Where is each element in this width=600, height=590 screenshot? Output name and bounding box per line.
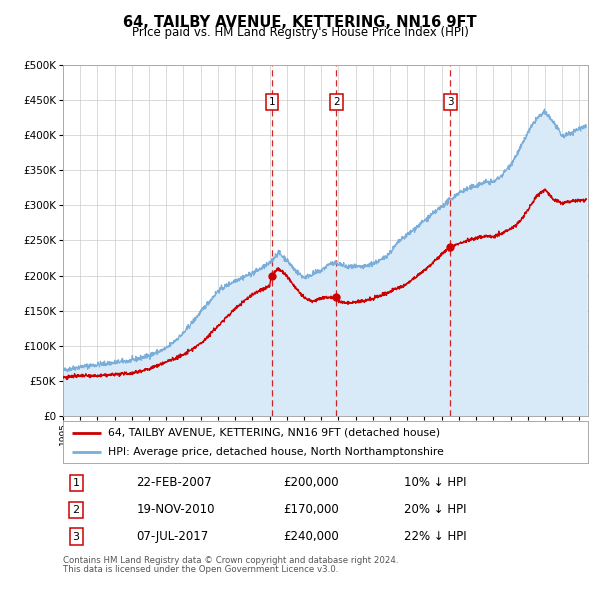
Text: 3: 3 (73, 532, 80, 542)
Text: 22-FEB-2007: 22-FEB-2007 (137, 477, 212, 490)
Text: £240,000: £240,000 (284, 530, 339, 543)
Text: 3: 3 (447, 97, 454, 107)
Text: 10% ↓ HPI: 10% ↓ HPI (404, 477, 467, 490)
Text: £200,000: £200,000 (284, 477, 339, 490)
Text: 64, TAILBY AVENUE, KETTERING, NN16 9FT (detached house): 64, TAILBY AVENUE, KETTERING, NN16 9FT (… (107, 428, 440, 438)
Text: 19-NOV-2010: 19-NOV-2010 (137, 503, 215, 516)
Text: HPI: Average price, detached house, North Northamptonshire: HPI: Average price, detached house, Nort… (107, 447, 443, 457)
Text: £170,000: £170,000 (284, 503, 339, 516)
Text: 2: 2 (333, 97, 340, 107)
Text: 22% ↓ HPI: 22% ↓ HPI (404, 530, 467, 543)
Text: This data is licensed under the Open Government Licence v3.0.: This data is licensed under the Open Gov… (63, 565, 338, 573)
Text: 07-JUL-2017: 07-JUL-2017 (137, 530, 209, 543)
Text: 20% ↓ HPI: 20% ↓ HPI (404, 503, 467, 516)
Text: Contains HM Land Registry data © Crown copyright and database right 2024.: Contains HM Land Registry data © Crown c… (63, 556, 398, 565)
Text: 1: 1 (268, 97, 275, 107)
Text: 1: 1 (73, 478, 80, 488)
Text: 2: 2 (73, 505, 80, 514)
Text: Price paid vs. HM Land Registry's House Price Index (HPI): Price paid vs. HM Land Registry's House … (131, 26, 469, 39)
Text: 64, TAILBY AVENUE, KETTERING, NN16 9FT: 64, TAILBY AVENUE, KETTERING, NN16 9FT (123, 15, 477, 30)
